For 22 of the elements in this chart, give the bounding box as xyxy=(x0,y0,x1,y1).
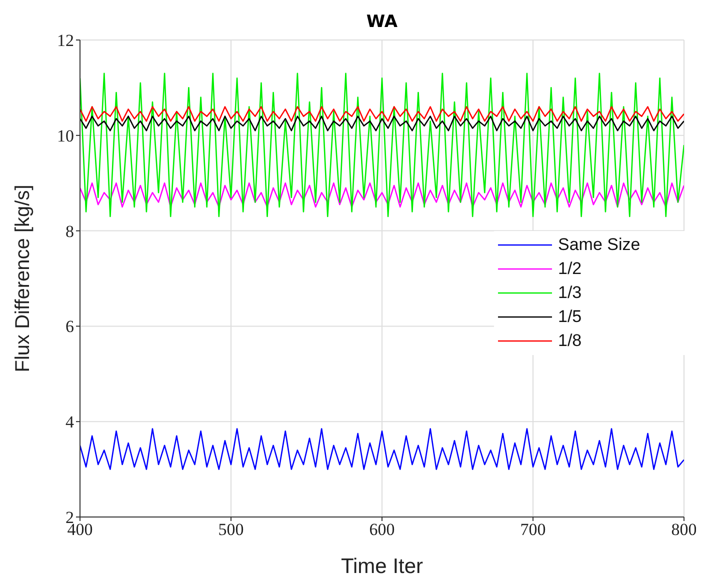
line-series xyxy=(80,106,684,122)
legend-label: 1/8 xyxy=(558,330,582,351)
y-tick-label: 12 xyxy=(57,31,74,50)
legend-label: Same Size xyxy=(558,234,640,255)
line-series xyxy=(80,116,684,132)
x-tick-label: 800 xyxy=(671,520,697,540)
y-tick-label: 4 xyxy=(66,412,74,432)
line-series xyxy=(80,182,684,208)
legend-label: 1/5 xyxy=(558,306,582,327)
y-tick-label: 8 xyxy=(66,222,74,241)
chart-title: WA xyxy=(365,12,399,32)
x-tick-label: 600 xyxy=(369,520,395,540)
y-tick-label: 6 xyxy=(66,317,74,336)
y-axis-title: Flux Difference [kg/s] xyxy=(12,184,34,372)
line-series xyxy=(80,72,684,218)
legend-label: 1/3 xyxy=(558,282,582,303)
line-series xyxy=(80,428,684,470)
x-tick-label: 500 xyxy=(218,520,244,540)
x-axis-title: Time Iter xyxy=(340,555,424,578)
y-tick-label: 10 xyxy=(57,126,74,146)
x-tick-label: 700 xyxy=(520,520,546,540)
legend-label: 1/2 xyxy=(558,258,582,279)
